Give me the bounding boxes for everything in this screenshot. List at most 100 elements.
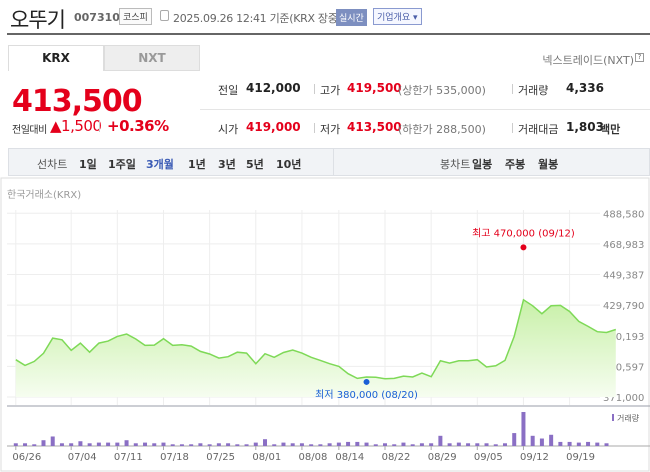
volume-bar — [124, 440, 129, 446]
x-tick-label: 08/01 — [252, 452, 281, 463]
separator — [512, 123, 513, 133]
volume-bar — [521, 412, 526, 446]
period-1y[interactable]: 1년 — [188, 158, 206, 171]
x-tick-label: 09/19 — [566, 452, 595, 463]
volume-value: 4,336 — [566, 81, 604, 95]
nxt-link[interactable]: 넥스트레이드(NXT) — [542, 54, 634, 67]
volume-bar — [429, 443, 434, 446]
volume-bar — [235, 444, 240, 446]
period-1w[interactable]: 1주일 — [108, 158, 136, 171]
clock-icon — [160, 10, 169, 21]
price-chart[interactable]: 한국거래소(KRX) 488,580 468,983 449,387 429,790 4… — [0, 177, 650, 472]
volume-bar — [216, 443, 221, 446]
volume-bar — [96, 442, 101, 446]
chart-border — [0, 177, 650, 472]
market-badge: 코스피 — [119, 8, 152, 25]
stock-name: 오뚜기 — [10, 8, 66, 32]
header-divider — [7, 33, 650, 35]
volume-bar — [78, 441, 83, 446]
volume-bar — [198, 443, 203, 446]
change-percent: +0.36% — [107, 117, 169, 135]
x-tick-label: 07/11 — [114, 452, 143, 463]
volume-bar — [558, 441, 563, 446]
volume-bar — [299, 443, 304, 446]
volume-bar — [161, 442, 166, 446]
high-label: 고가 — [320, 84, 341, 97]
period-1d[interactable]: 1일 — [79, 158, 97, 171]
tab-nxt[interactable]: NXT — [104, 45, 200, 71]
source-label: 한국거래소(KRX) — [7, 189, 81, 201]
y-tick-label: 468,983 — [603, 240, 644, 251]
separator — [333, 149, 334, 175]
volume-bar — [87, 443, 92, 446]
volume-legend-icon — [612, 414, 614, 421]
price-area — [15, 299, 616, 397]
volume-bar — [595, 442, 600, 446]
volume-bar — [576, 442, 581, 446]
period-10y[interactable]: 10년 — [276, 158, 302, 171]
volume-bar — [493, 444, 498, 446]
volume-bar — [392, 444, 397, 446]
volume-bar — [59, 443, 64, 446]
volume-bar — [327, 443, 332, 446]
volume-bar — [604, 443, 609, 446]
volume-bar — [244, 444, 249, 446]
open-value: 419,000 — [246, 120, 301, 134]
period-3y[interactable]: 3년 — [218, 158, 236, 171]
x-tick-label: 09/12 — [520, 452, 549, 463]
lower-limit: (하한가 288,500) — [398, 123, 486, 136]
volume-bar — [456, 442, 461, 446]
volume-bar — [179, 444, 184, 446]
amount-unit: 백만 — [600, 123, 621, 136]
realtime-badge[interactable]: 실시간 — [336, 9, 367, 26]
amount-value: 1,803 — [566, 120, 604, 134]
stock-code: 007310 — [74, 11, 120, 24]
volume-bar — [336, 442, 341, 446]
volume-bar — [189, 444, 194, 446]
period-3m[interactable]: 3개월 — [146, 158, 174, 171]
volume-bar — [253, 442, 258, 446]
y-tick-label: 410,193 — [603, 332, 644, 343]
low-marker — [363, 378, 370, 385]
timestamp: 2025.09.26 12:41 기준(KRX 장중) — [173, 12, 342, 25]
volume-bar — [170, 444, 175, 446]
period-5y[interactable]: 5년 — [246, 158, 264, 171]
volume-bar — [318, 444, 323, 446]
upper-limit: (상한가 535,000) — [398, 84, 486, 97]
x-tick-label: 07/18 — [160, 452, 189, 463]
candle-weekly[interactable]: 주봉 — [505, 158, 526, 171]
volume-bar — [373, 444, 378, 446]
volume-bar — [530, 435, 535, 446]
line-chart-label: 선차트 — [37, 158, 68, 171]
separator — [99, 120, 100, 132]
separator — [314, 84, 315, 94]
volume-bar — [152, 443, 157, 446]
help-icon[interactable]: ? — [635, 53, 644, 62]
x-tick-label: 08/08 — [299, 452, 328, 463]
volume-bar — [346, 441, 351, 446]
y-tick-label: 429,790 — [603, 301, 644, 312]
x-tick-label: 08/22 — [382, 452, 411, 463]
candle-daily[interactable]: 일봉 — [472, 158, 493, 171]
volume-bar — [419, 443, 424, 446]
volume-bar — [401, 442, 406, 446]
high-value: 419,500 — [347, 81, 402, 95]
volume-bar — [263, 439, 268, 446]
volume-bar — [484, 443, 489, 446]
tab-krx[interactable]: KRX — [8, 45, 104, 71]
company-overview-dropdown[interactable]: 기업개요 ▾ — [373, 8, 422, 25]
prev-label: 전일 — [218, 84, 239, 97]
candle-monthly[interactable]: 월봉 — [538, 158, 559, 171]
change-label: 전일대비 — [12, 125, 47, 136]
y-tick-label: 488,580 — [603, 209, 644, 220]
volume-bar — [567, 441, 572, 446]
volume-bar — [207, 444, 212, 446]
amount-label: 거래대금 — [518, 123, 559, 136]
volume-bar — [143, 442, 148, 446]
low-label: 최저 380,000 (08/20) — [315, 389, 418, 401]
period-bar — [8, 148, 650, 176]
volume-bar — [410, 444, 415, 446]
x-tick-label: 08/14 — [335, 452, 364, 463]
volume-bar — [272, 444, 277, 446]
x-tick-label: 07/25 — [206, 452, 235, 463]
